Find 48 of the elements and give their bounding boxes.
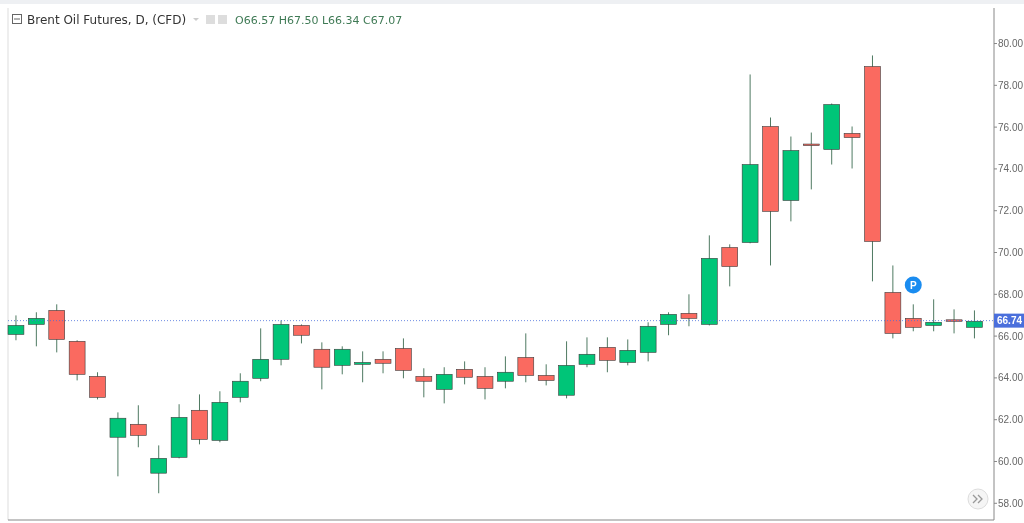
candlestick bbox=[966, 309, 983, 339]
ref-line-label: 66.74 bbox=[997, 315, 1023, 327]
candlestick bbox=[354, 350, 371, 383]
y-tick-label: 62.00 bbox=[998, 414, 1024, 426]
candlestick bbox=[843, 125, 861, 169]
y-tick-label: 66.00 bbox=[998, 330, 1024, 342]
y-tick-label: 72.00 bbox=[998, 205, 1024, 217]
candlestick bbox=[537, 363, 555, 386]
text: O66.57 H67.50 L66.34 C67.07 bbox=[235, 13, 403, 27]
candlestick bbox=[395, 337, 412, 379]
candlestick bbox=[456, 360, 473, 385]
y-tick-label: 68.00 bbox=[998, 288, 1024, 300]
candlestick bbox=[517, 332, 535, 383]
candlestick bbox=[293, 323, 310, 344]
candlestick bbox=[905, 303, 922, 332]
candlestick bbox=[435, 366, 453, 404]
candlestick bbox=[476, 366, 494, 400]
chart-title: Brent Oil Futures, D, (CFD) bbox=[27, 12, 187, 27]
y-tick-label: 78.00 bbox=[998, 79, 1024, 91]
candlestick bbox=[599, 336, 616, 373]
candlestick bbox=[803, 132, 820, 190]
candlestick bbox=[721, 243, 738, 287]
y-tick-label: 80.00 bbox=[998, 38, 1024, 50]
candlestick bbox=[109, 411, 127, 477]
candlestick bbox=[374, 350, 392, 374]
candlestick bbox=[619, 338, 637, 366]
candlestick bbox=[497, 355, 514, 389]
y-tick-label: 58.00 bbox=[998, 497, 1024, 509]
candlestick bbox=[89, 371, 106, 400]
candlestick bbox=[925, 298, 942, 332]
candlestick bbox=[313, 341, 331, 390]
candlestick bbox=[232, 372, 249, 403]
annotation: P bbox=[909, 279, 917, 291]
candlestick bbox=[415, 367, 433, 398]
candlestick bbox=[334, 345, 351, 375]
candlestick bbox=[680, 293, 698, 327]
y-tick-label: 64.00 bbox=[998, 372, 1024, 384]
candlestick bbox=[7, 314, 25, 341]
candlestick bbox=[28, 311, 45, 347]
candlestick bbox=[578, 336, 596, 368]
candlestick bbox=[252, 327, 269, 382]
p-badge-icon: P bbox=[904, 276, 922, 294]
y-tick-label: 70.00 bbox=[998, 247, 1024, 259]
y-tick-label: 76.00 bbox=[998, 121, 1024, 133]
candlestick bbox=[130, 404, 147, 448]
y-tick-label: 74.00 bbox=[998, 163, 1024, 175]
candlestick bbox=[150, 444, 167, 494]
y-tick-label: 60.00 bbox=[998, 455, 1024, 467]
